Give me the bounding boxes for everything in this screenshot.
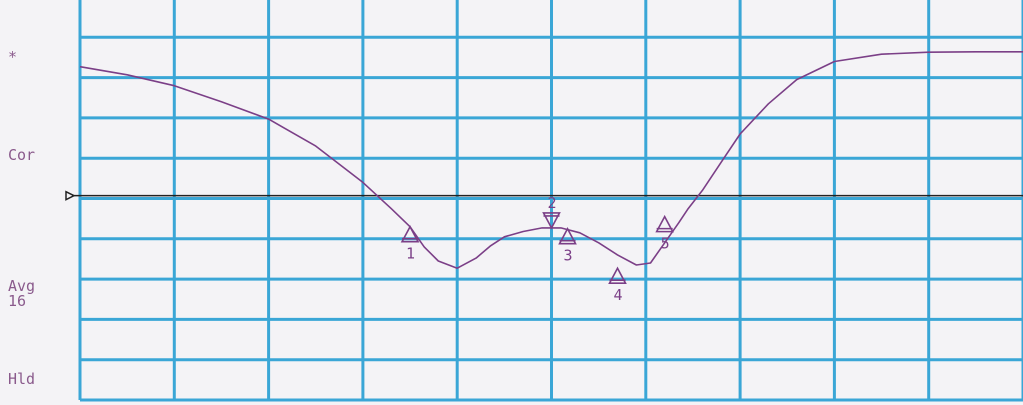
marker-label: 4 bbox=[614, 286, 623, 304]
marker-label: 2 bbox=[548, 194, 557, 212]
averaging-label: Avg bbox=[8, 277, 36, 295]
marker-5: 5 bbox=[655, 214, 674, 253]
marker-layer: 1 2 3 4 5 bbox=[400, 194, 674, 304]
marker-label: 5 bbox=[661, 235, 670, 253]
trace-line bbox=[79, 50, 1023, 270]
averaging-count: 16 bbox=[8, 292, 27, 310]
reference-level bbox=[65, 190, 1023, 201]
marker-triangle bbox=[558, 227, 577, 245]
marker-triangle bbox=[655, 214, 674, 233]
trace-layer bbox=[79, 50, 1023, 270]
graticule bbox=[78, 0, 1023, 402]
marker-triangle bbox=[608, 266, 627, 285]
marker-label: 3 bbox=[564, 247, 573, 265]
marker-triangle bbox=[400, 225, 420, 243]
marker-3: 3 bbox=[558, 227, 577, 265]
marker-triangle bbox=[542, 212, 561, 230]
marker-2: 2 bbox=[542, 194, 561, 230]
marker-1: 1 bbox=[400, 225, 420, 263]
reference-level-pointer bbox=[65, 190, 76, 201]
marker-label: 1 bbox=[406, 245, 415, 263]
correction-label: Cor bbox=[8, 146, 36, 164]
star-indicator: * bbox=[8, 48, 18, 66]
marker-4: 4 bbox=[608, 266, 627, 304]
hold-label: Hld bbox=[8, 370, 36, 388]
